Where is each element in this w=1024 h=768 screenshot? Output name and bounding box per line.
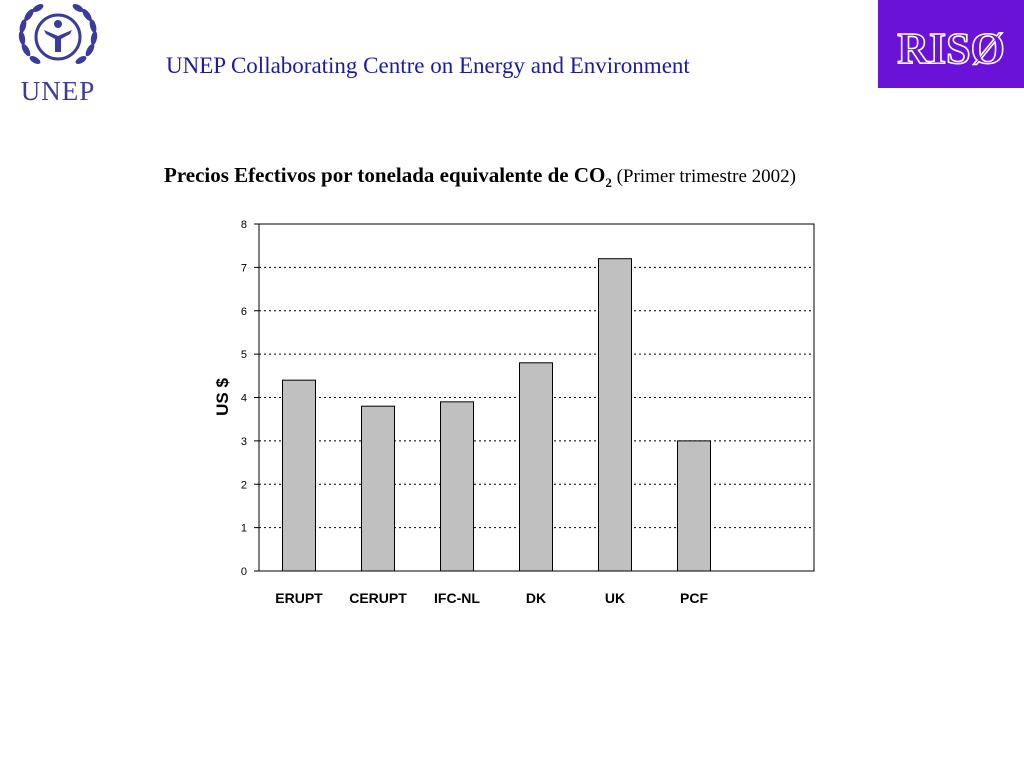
x-tick-label: DK [526, 590, 546, 606]
y-tick-label: 7 [241, 262, 247, 274]
x-tick-label: IFC-NL [434, 590, 480, 606]
header-title: UNEP Collaborating Centre on Energy and … [166, 53, 690, 78]
chart-title: Precios Efectivos por tonelada equivalen… [164, 163, 797, 190]
y-tick-label: 8 [241, 219, 247, 231]
x-tick-label: UK [605, 590, 625, 606]
y-axis: 0 1 2 3 4 5 6 7 8 [241, 219, 259, 578]
y-tick-label: 2 [241, 479, 247, 491]
y-axis-label: US $ [213, 378, 232, 416]
chart-title-subscript: 2 [605, 175, 612, 190]
x-tick-label: PCF [680, 590, 708, 606]
y-tick-label: 5 [241, 349, 247, 361]
chart-title-main: Precios Efectivos por tonelada equivalen… [164, 163, 606, 187]
bars [282, 258, 711, 572]
x-tick-label: CERUPT [349, 590, 407, 606]
bar-dk [519, 362, 553, 572]
y-tick-label: 4 [241, 393, 247, 405]
un-emblem-icon [18, 4, 98, 64]
y-tick-label: 0 [241, 566, 247, 578]
bar-uk [598, 258, 632, 572]
riso-logo: RISØ [878, 0, 1024, 88]
bar-pcf [677, 440, 711, 572]
bar-cerupt [361, 405, 395, 572]
x-axis: ERUPT CERUPT IFC-NL DK UK PCF [275, 590, 708, 606]
unep-logo-text: UNEP [20, 76, 96, 106]
y-tick-label: 3 [241, 436, 247, 448]
bar-erupt [282, 379, 316, 572]
riso-logo-text: RISØ [897, 24, 1005, 73]
y-tick-label: 1 [241, 523, 247, 535]
y-tick-label: 6 [241, 306, 247, 318]
chart-title-period: (Primer trimestre 2002) [611, 166, 797, 187]
x-tick-label: ERUPT [275, 590, 323, 606]
bar-ifc-nl [440, 401, 474, 572]
